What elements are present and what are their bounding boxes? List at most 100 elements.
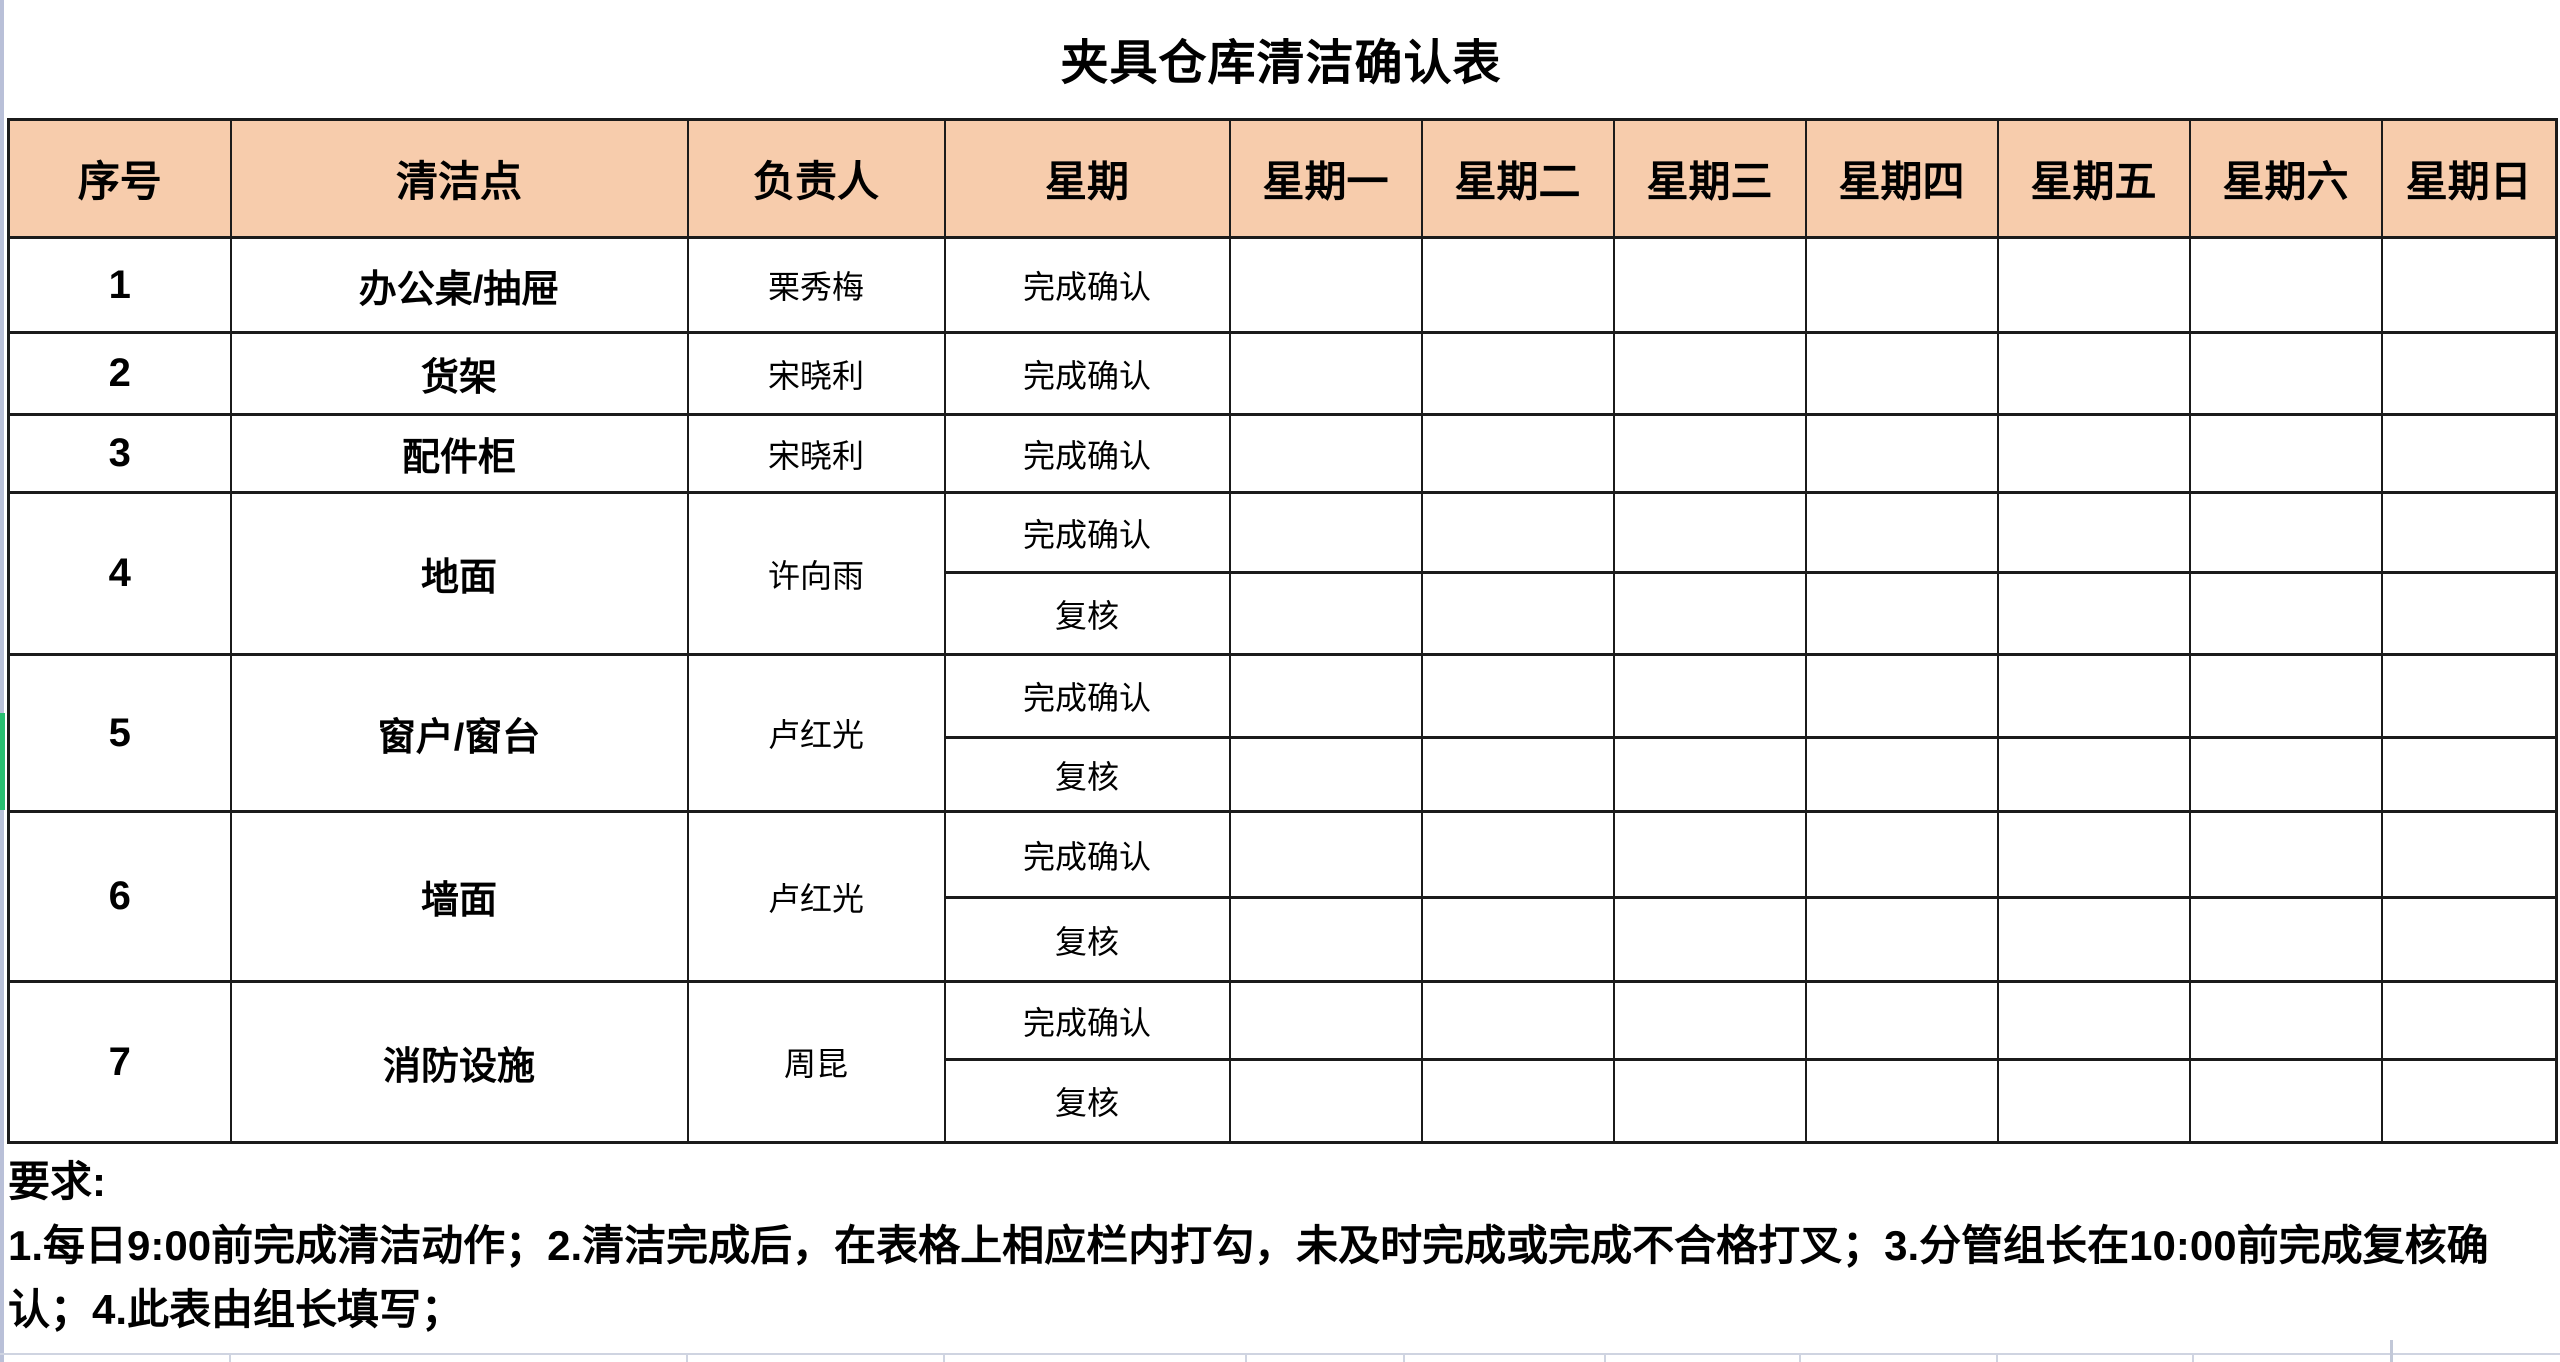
day-cell[interactable] xyxy=(2188,1058,2383,1144)
person-cell[interactable]: 周昆 xyxy=(686,980,946,1144)
week-label-cell[interactable]: 完成确认 xyxy=(943,331,1231,416)
day-cell[interactable] xyxy=(1420,653,1615,739)
seq-cell[interactable]: 3 xyxy=(7,413,232,494)
day-cell[interactable] xyxy=(1612,331,1807,416)
person-cell[interactable]: 宋晓利 xyxy=(686,413,946,494)
day-cell[interactable] xyxy=(1804,810,1999,899)
day-cell[interactable] xyxy=(1228,810,1423,899)
day-cell[interactable] xyxy=(1612,571,1807,656)
header-cell-week[interactable]: 星期 xyxy=(943,118,1231,239)
day-cell[interactable] xyxy=(1228,653,1423,739)
day-cell[interactable] xyxy=(1612,896,1807,983)
day-cell[interactable] xyxy=(1996,491,2191,574)
day-cell[interactable] xyxy=(2188,491,2383,574)
day-cell[interactable] xyxy=(2188,653,2383,739)
day-cell[interactable] xyxy=(1228,736,1423,813)
day-cell[interactable] xyxy=(1420,413,1615,494)
day-cell[interactable] xyxy=(1420,491,1615,574)
header-cell-tuesday[interactable]: 星期二 xyxy=(1420,118,1615,239)
day-cell[interactable] xyxy=(1804,491,1999,574)
week-label-cell[interactable]: 完成确认 xyxy=(943,653,1231,739)
point-cell[interactable]: 办公桌/抽屉 xyxy=(229,236,689,334)
day-cell[interactable] xyxy=(2188,980,2383,1061)
week-label-cell[interactable]: 完成确认 xyxy=(943,980,1231,1061)
person-cell[interactable]: 卢红光 xyxy=(686,810,946,983)
day-cell[interactable] xyxy=(1804,653,1999,739)
point-cell[interactable]: 墙面 xyxy=(229,810,689,983)
day-cell[interactable] xyxy=(1420,736,1615,813)
person-cell[interactable]: 卢红光 xyxy=(686,653,946,813)
day-cell[interactable] xyxy=(1228,980,1423,1061)
header-cell-monday[interactable]: 星期一 xyxy=(1228,118,1423,239)
day-cell[interactable] xyxy=(1804,413,1999,494)
day-cell[interactable] xyxy=(2380,736,2558,813)
header-cell-point[interactable]: 清洁点 xyxy=(229,118,689,239)
seq-cell[interactable]: 7 xyxy=(7,980,232,1144)
day-cell[interactable] xyxy=(1420,331,1615,416)
week-label-cell[interactable]: 复核 xyxy=(943,736,1231,813)
day-cell[interactable] xyxy=(1612,491,1807,574)
week-label-cell[interactable]: 复核 xyxy=(943,571,1231,656)
day-cell[interactable] xyxy=(1420,896,1615,983)
header-cell-thursday[interactable]: 星期四 xyxy=(1804,118,1999,239)
day-cell[interactable] xyxy=(2380,331,2558,416)
day-cell[interactable] xyxy=(1996,896,2191,983)
day-cell[interactable] xyxy=(1612,236,1807,334)
person-cell[interactable]: 宋晓利 xyxy=(686,331,946,416)
day-cell[interactable] xyxy=(1228,896,1423,983)
header-cell-wednesday[interactable]: 星期三 xyxy=(1612,118,1807,239)
day-cell[interactable] xyxy=(1996,653,2191,739)
day-cell[interactable] xyxy=(2188,736,2383,813)
day-cell[interactable] xyxy=(2380,571,2558,656)
day-cell[interactable] xyxy=(1612,1058,1807,1144)
point-cell[interactable]: 配件柜 xyxy=(229,413,689,494)
day-cell[interactable] xyxy=(1804,736,1999,813)
day-cell[interactable] xyxy=(2380,1058,2558,1144)
week-label-cell[interactable]: 复核 xyxy=(943,1058,1231,1144)
day-cell[interactable] xyxy=(1996,810,2191,899)
day-cell[interactable] xyxy=(2188,571,2383,656)
day-cell[interactable] xyxy=(2380,896,2558,983)
day-cell[interactable] xyxy=(1612,653,1807,739)
day-cell[interactable] xyxy=(1804,236,1999,334)
week-label-cell[interactable]: 完成确认 xyxy=(943,810,1231,899)
day-cell[interactable] xyxy=(1228,413,1423,494)
day-cell[interactable] xyxy=(2188,236,2383,334)
week-label-cell[interactable]: 完成确认 xyxy=(943,413,1231,494)
point-cell[interactable]: 窗户/窗台 xyxy=(229,653,689,813)
day-cell[interactable] xyxy=(1996,980,2191,1061)
day-cell[interactable] xyxy=(2188,896,2383,983)
header-cell-saturday[interactable]: 星期六 xyxy=(2188,118,2383,239)
day-cell[interactable] xyxy=(1804,331,1999,416)
week-label-cell[interactable]: 完成确认 xyxy=(943,236,1231,334)
day-cell[interactable] xyxy=(1996,736,2191,813)
day-cell[interactable] xyxy=(1228,1058,1423,1144)
seq-cell[interactable]: 6 xyxy=(7,810,232,983)
day-cell[interactable] xyxy=(1420,1058,1615,1144)
day-cell[interactable] xyxy=(2188,331,2383,416)
day-cell[interactable] xyxy=(1996,331,2191,416)
day-cell[interactable] xyxy=(2380,236,2558,334)
point-cell[interactable]: 货架 xyxy=(229,331,689,416)
seq-cell[interactable]: 5 xyxy=(7,653,232,813)
day-cell[interactable] xyxy=(1420,980,1615,1061)
header-cell-sunday[interactable]: 星期日 xyxy=(2380,118,2558,239)
day-cell[interactable] xyxy=(1612,810,1807,899)
person-cell[interactable]: 栗秀梅 xyxy=(686,236,946,334)
day-cell[interactable] xyxy=(2380,413,2558,494)
day-cell[interactable] xyxy=(1612,736,1807,813)
seq-cell[interactable]: 2 xyxy=(7,331,232,416)
day-cell[interactable] xyxy=(1804,896,1999,983)
person-cell[interactable]: 许向雨 xyxy=(686,491,946,656)
day-cell[interactable] xyxy=(1420,810,1615,899)
day-cell[interactable] xyxy=(1996,236,2191,334)
day-cell[interactable] xyxy=(1228,491,1423,574)
day-cell[interactable] xyxy=(2380,980,2558,1061)
header-cell-friday[interactable]: 星期五 xyxy=(1996,118,2191,239)
day-cell[interactable] xyxy=(1612,980,1807,1061)
day-cell[interactable] xyxy=(1420,571,1615,656)
seq-cell[interactable]: 1 xyxy=(7,236,232,334)
header-cell-person[interactable]: 负责人 xyxy=(686,118,946,239)
day-cell[interactable] xyxy=(2188,413,2383,494)
day-cell[interactable] xyxy=(2380,810,2558,899)
